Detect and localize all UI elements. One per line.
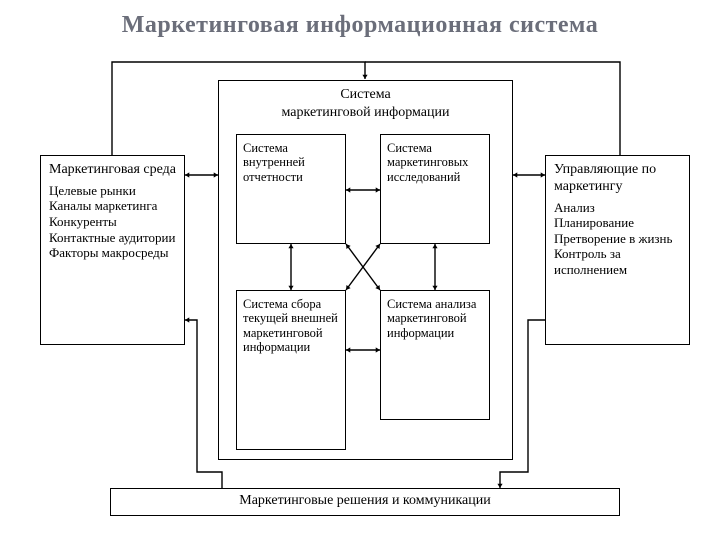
page-title: Маркетинговая информационная система xyxy=(0,12,720,39)
bottom-box-decisions-communications: Маркетинговые решения и коммуникации xyxy=(110,488,620,516)
right-box-marketing-managers: Управляющие по маркетингу АнализПланиров… xyxy=(545,155,690,345)
left-box-body: Целевые рынкиКаналы маркетингаКонкуренты… xyxy=(49,183,176,261)
center-box-header: Системамаркетинговой информации xyxy=(218,86,513,121)
sub-box-internal-reporting: Система внутренней отчетности xyxy=(236,134,346,244)
left-box-heading: Маркетинговая среда xyxy=(49,162,176,179)
left-box-marketing-environment: Маркетинговая среда Целевые рынкиКаналы … xyxy=(40,155,185,345)
right-box-heading: Управляющие по маркетингу xyxy=(554,162,681,196)
sub-box-marketing-info-analysis: Система анализа маркетинговой информации xyxy=(380,290,490,420)
diagram-canvas: Маркетинговая информационная система Мар… xyxy=(0,0,720,540)
sub-box-external-info-collection: Система сбора текущей внешней маркетинго… xyxy=(236,290,346,450)
right-box-body: АнализПланированиеПретворение в жизньКон… xyxy=(554,200,681,278)
sub-box-marketing-research: Система маркетинговых исследований xyxy=(380,134,490,244)
